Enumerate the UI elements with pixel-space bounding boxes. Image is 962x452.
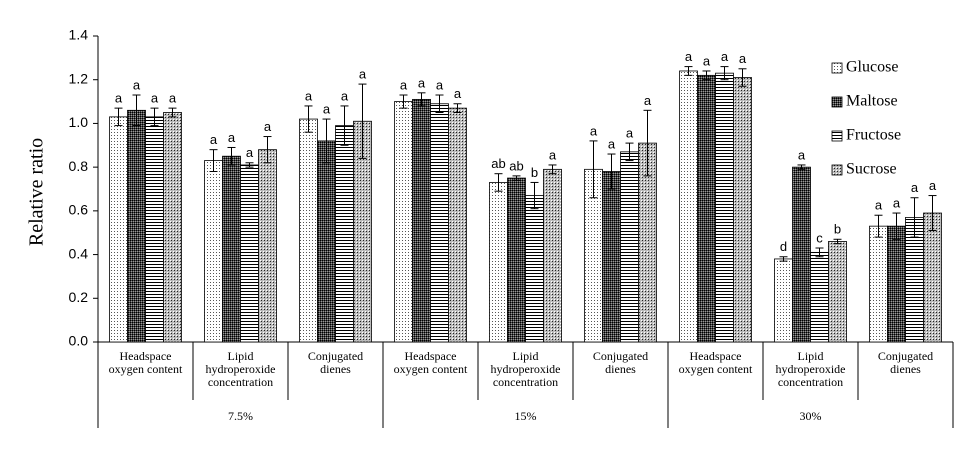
- significance-letter: a: [454, 86, 462, 101]
- y-tick-label: 0.2: [69, 289, 89, 305]
- significance-letter: a: [323, 101, 331, 116]
- group-label: 30%: [799, 409, 822, 423]
- legend-swatch: [831, 130, 843, 142]
- bar: [412, 98, 431, 343]
- bar: [828, 241, 847, 343]
- group-label: 15%: [514, 409, 537, 423]
- significance-letter: a: [418, 75, 426, 90]
- legend-swatch: [831, 96, 843, 108]
- bar: [887, 225, 906, 343]
- significance-letter: a: [739, 51, 747, 66]
- bar: [715, 72, 734, 343]
- legend-label: Sucrose: [846, 161, 897, 178]
- significance-letter: a: [893, 195, 901, 210]
- legend-label: Fructose: [846, 127, 901, 144]
- bar: [507, 177, 526, 343]
- y-tick-label: 1.4: [69, 27, 89, 43]
- significance-letter: a: [359, 67, 367, 82]
- y-tick-label: 0.6: [69, 202, 89, 218]
- bar: [127, 109, 146, 343]
- legend-swatch: [831, 62, 843, 74]
- bar: [240, 164, 259, 343]
- significance-letter: a: [626, 126, 634, 141]
- bar: [145, 116, 164, 343]
- bar: [222, 155, 241, 343]
- y-tick-label: 0.8: [69, 158, 89, 174]
- bar: [620, 151, 639, 343]
- significance-letter: a: [169, 91, 177, 106]
- x-tick-label: Headspace oxygen content: [393, 349, 468, 376]
- significance-letter: a: [608, 136, 616, 151]
- significance-letter: a: [929, 178, 937, 193]
- bar: [299, 118, 318, 343]
- bar: [543, 168, 562, 343]
- significance-letter: a: [228, 130, 236, 145]
- significance-letter: a: [210, 132, 218, 147]
- significance-letter: a: [400, 77, 408, 92]
- significance-letter: a: [549, 147, 557, 162]
- bar: [448, 107, 467, 343]
- significance-letter: b: [531, 165, 538, 180]
- x-tick-label: Lipid hydroperoxide concentration: [490, 349, 561, 389]
- x-tick-label: Headspace oxygen content: [678, 349, 753, 376]
- x-tick-label: Conjugated dienes: [877, 349, 934, 376]
- significance-letter: ab: [509, 158, 523, 173]
- significance-letter: a: [246, 145, 254, 160]
- x-tick-label: Lipid hydroperoxide concentration: [205, 349, 276, 389]
- y-tick-label: 0.0: [69, 333, 89, 349]
- bar: [697, 74, 716, 343]
- y-axis-label: Relative ratio: [26, 138, 48, 246]
- significance-letter: a: [151, 91, 159, 106]
- significance-letter: a: [798, 147, 806, 162]
- significance-letter: a: [644, 93, 652, 108]
- group-label: 7.5%: [228, 409, 253, 423]
- bar: [204, 160, 223, 343]
- significance-letter: a: [133, 77, 141, 92]
- significance-letter: a: [685, 49, 693, 64]
- bar: [792, 166, 811, 343]
- y-tick-label: 1.0: [69, 114, 89, 130]
- significance-letter: a: [590, 123, 598, 138]
- x-tick-label: Headspace oxygen content: [108, 349, 183, 376]
- y-tick-label: 1.2: [69, 70, 89, 86]
- significance-letter: a: [341, 88, 349, 103]
- bar: [679, 70, 698, 343]
- x-tick-label: Conjugated dienes: [592, 349, 649, 376]
- significance-letter: a: [703, 53, 711, 68]
- bar: [525, 195, 544, 343]
- significance-letter: a: [436, 77, 444, 92]
- bar: [774, 258, 793, 343]
- bar: [430, 103, 449, 343]
- bar: [317, 140, 336, 343]
- significance-letter: a: [911, 180, 919, 195]
- bar: [489, 182, 508, 343]
- bar: [163, 112, 182, 343]
- significance-letter: a: [264, 119, 272, 134]
- bar: [109, 116, 128, 343]
- significance-letter: a: [721, 49, 729, 64]
- y-tick-label: 0.4: [69, 245, 89, 261]
- legend-swatch: [831, 164, 843, 176]
- significance-letter: b: [834, 222, 841, 237]
- legend-label: Maltose: [846, 93, 898, 110]
- legend-label: Glucose: [846, 59, 898, 76]
- significance-letter: a: [875, 198, 883, 213]
- bar: [258, 149, 277, 343]
- bar: [394, 101, 413, 343]
- significance-letter: a: [115, 91, 123, 106]
- bar: [869, 225, 888, 343]
- bar: [602, 171, 621, 343]
- significance-letter: ab: [491, 156, 505, 171]
- significance-letter: c: [816, 230, 823, 245]
- bar: [733, 77, 752, 343]
- bar: [810, 251, 829, 343]
- bar: [923, 212, 942, 343]
- significance-letter: a: [305, 88, 313, 103]
- x-tick-label: Conjugated dienes: [307, 349, 364, 376]
- x-tick-label: Lipid hydroperoxide concentration: [775, 349, 846, 389]
- significance-letter: d: [780, 239, 787, 254]
- bar: [335, 125, 354, 343]
